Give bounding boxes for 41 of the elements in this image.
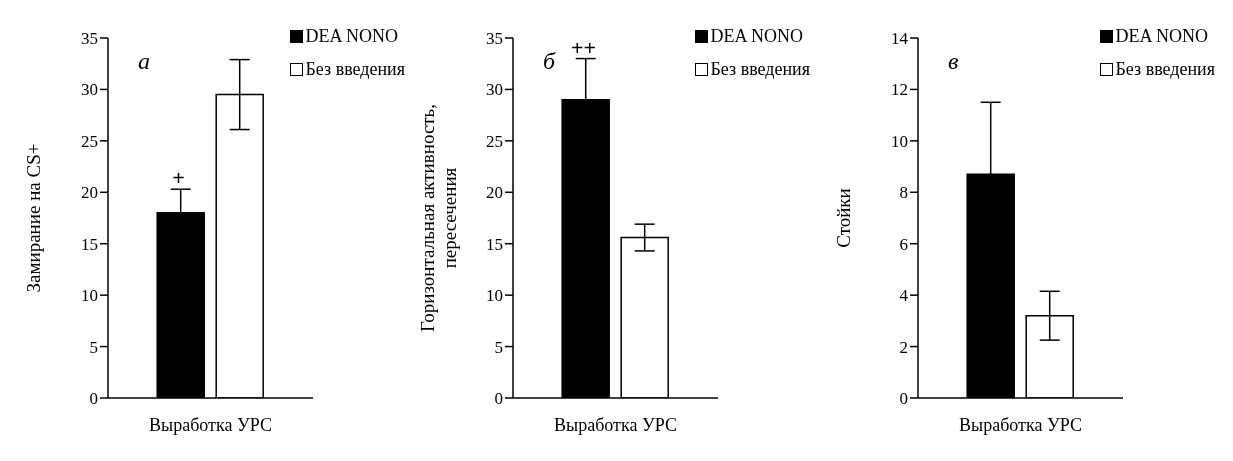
y-tick-label: 15 [81,234,98,254]
y-tick-label: 2 [899,337,908,357]
y-tick-label: 0 [494,389,503,409]
annotation: + [172,165,185,191]
x-tick-label: Выработка УРС [959,414,1082,435]
y-tick-label: 10 [891,131,908,151]
y-tick-label: 4 [899,286,909,306]
y-tick-label: 35 [486,29,503,49]
chart-title: б [543,48,556,75]
y-tick-label: 25 [486,131,503,151]
legend-label: DEA NONO [710,26,803,47]
y-tick-label: 30 [486,80,503,100]
y-tick-label: 5 [494,337,503,357]
y-tick-label: 0 [89,389,98,409]
y-tick-label: 8 [899,183,908,203]
legend-label: Без введения [710,59,810,80]
legend-label: Без введения [305,59,405,80]
y-axis-title: Стойки [833,188,854,248]
y-tick-label: 20 [81,183,98,203]
y-tick-label: 30 [81,80,98,100]
y-tick-label: 6 [899,234,908,254]
chart-title: в [948,48,959,75]
x-tick-label: Выработка УРС [149,414,272,435]
y-tick-label: 14 [891,29,909,49]
annotation: ++ [570,34,597,60]
y-axis-title: Замирание на CS+ [23,143,44,293]
y-tick-label: 20 [486,183,503,203]
y-tick-label: 10 [486,286,503,306]
legend-label: DEA NONO [1115,26,1208,47]
y-tick-label: 35 [81,29,98,49]
legend-label: Без введения [1115,59,1215,80]
y-tick-label: 5 [89,337,98,357]
x-tick-label: Выработка УРС [554,414,677,435]
y-tick-label: 15 [486,234,503,254]
chart-title: а [138,48,150,75]
y-tick-label: 10 [81,286,98,306]
y-tick-label: 25 [81,131,98,151]
y-tick-label: 0 [899,389,908,409]
legend-label: DEA NONO [305,26,398,47]
y-tick-label: 12 [891,80,908,100]
y-axis-title: Горизонтальная активность, пересечения [417,103,460,333]
